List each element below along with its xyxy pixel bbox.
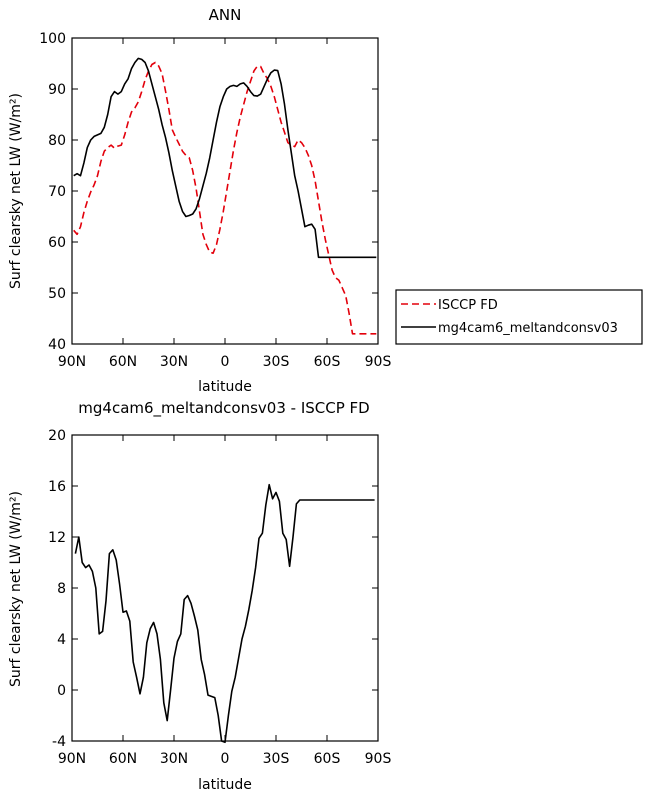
chart-title-bottom: mg4cam6_meltandconsv03 - ISCCP FD (78, 399, 369, 418)
series-line-top-0 (73, 61, 377, 335)
y-tick-label: 12 (48, 530, 66, 546)
y-tick-label: 60 (48, 235, 66, 251)
x-tick-label: 30N (160, 751, 188, 767)
y-tick-label: 0 (57, 683, 66, 699)
x-tick-label: 30S (263, 751, 290, 767)
y-tick-label: 50 (48, 286, 66, 302)
y-tick-label: 16 (48, 479, 66, 495)
x-tick-label: 90S (365, 354, 392, 370)
chart-title-top: ANN (209, 6, 242, 24)
series-group-top (73, 57, 377, 335)
plot-frame-bottom (71, 434, 379, 742)
y-tick-label: 40 (48, 337, 66, 353)
legend-box (395, 289, 643, 345)
y-tick-label: 100 (39, 31, 66, 47)
x-tick-label: 60S (314, 354, 341, 370)
x-tick-label: 0 (221, 751, 230, 767)
y-axis-bottom: -4 0 4 8 12 16 20 (48, 428, 378, 750)
x-tick-label: 60N (109, 354, 137, 370)
y-tick-label: 4 (57, 632, 66, 648)
x-axis-bottom: 90N 60N 30N 0 30S 60S 90S (58, 435, 392, 767)
x-tick-label: 0 (221, 354, 230, 370)
y-tick-label: 90 (48, 82, 66, 98)
x-axis-label-top: latitude (198, 379, 252, 395)
x-tick-label: 60S (314, 751, 341, 767)
y-tick-label: 80 (48, 133, 66, 149)
x-axis-top: 90N 60N 30N 0 30S 60S 90S (58, 38, 392, 370)
y-axis-label-top: Surf clearsky net LW (W/m²) (8, 93, 24, 289)
y-tick-label: 8 (57, 581, 66, 597)
x-axis-label-bottom: latitude (198, 777, 252, 793)
x-tick-label: 60N (109, 751, 137, 767)
y-tick-label: -4 (52, 734, 66, 750)
x-tick-label: 30S (263, 354, 290, 370)
y-tick-label: 20 (48, 428, 66, 444)
panel-bottom: mg4cam6_meltandconsv03 - ISCCP FD -4 0 4 8 1… (8, 399, 391, 793)
x-tick-label: 90N (58, 354, 86, 370)
plot-frame-top (71, 37, 379, 345)
series-line-top-1 (73, 57, 377, 259)
x-tick-label: 90S (365, 751, 392, 767)
legend-label-isccp: ISCCP FD (438, 298, 498, 313)
y-axis-top: 40 50 60 70 80 90 100 (39, 31, 378, 353)
series-group-bottom (74, 483, 375, 744)
series-line-bottom-0 (74, 483, 375, 744)
x-tick-label: 90N (58, 751, 86, 767)
y-axis-label-bottom: Surf clearsky net LW (W/m²) (8, 491, 24, 687)
legend-label-model: mg4cam6_meltandconsv03 (438, 321, 618, 336)
x-tick-label: 30N (160, 354, 188, 370)
legend: ISCCP FD mg4cam6_meltandconsv03 (395, 289, 643, 345)
y-tick-label: 70 (48, 184, 66, 200)
